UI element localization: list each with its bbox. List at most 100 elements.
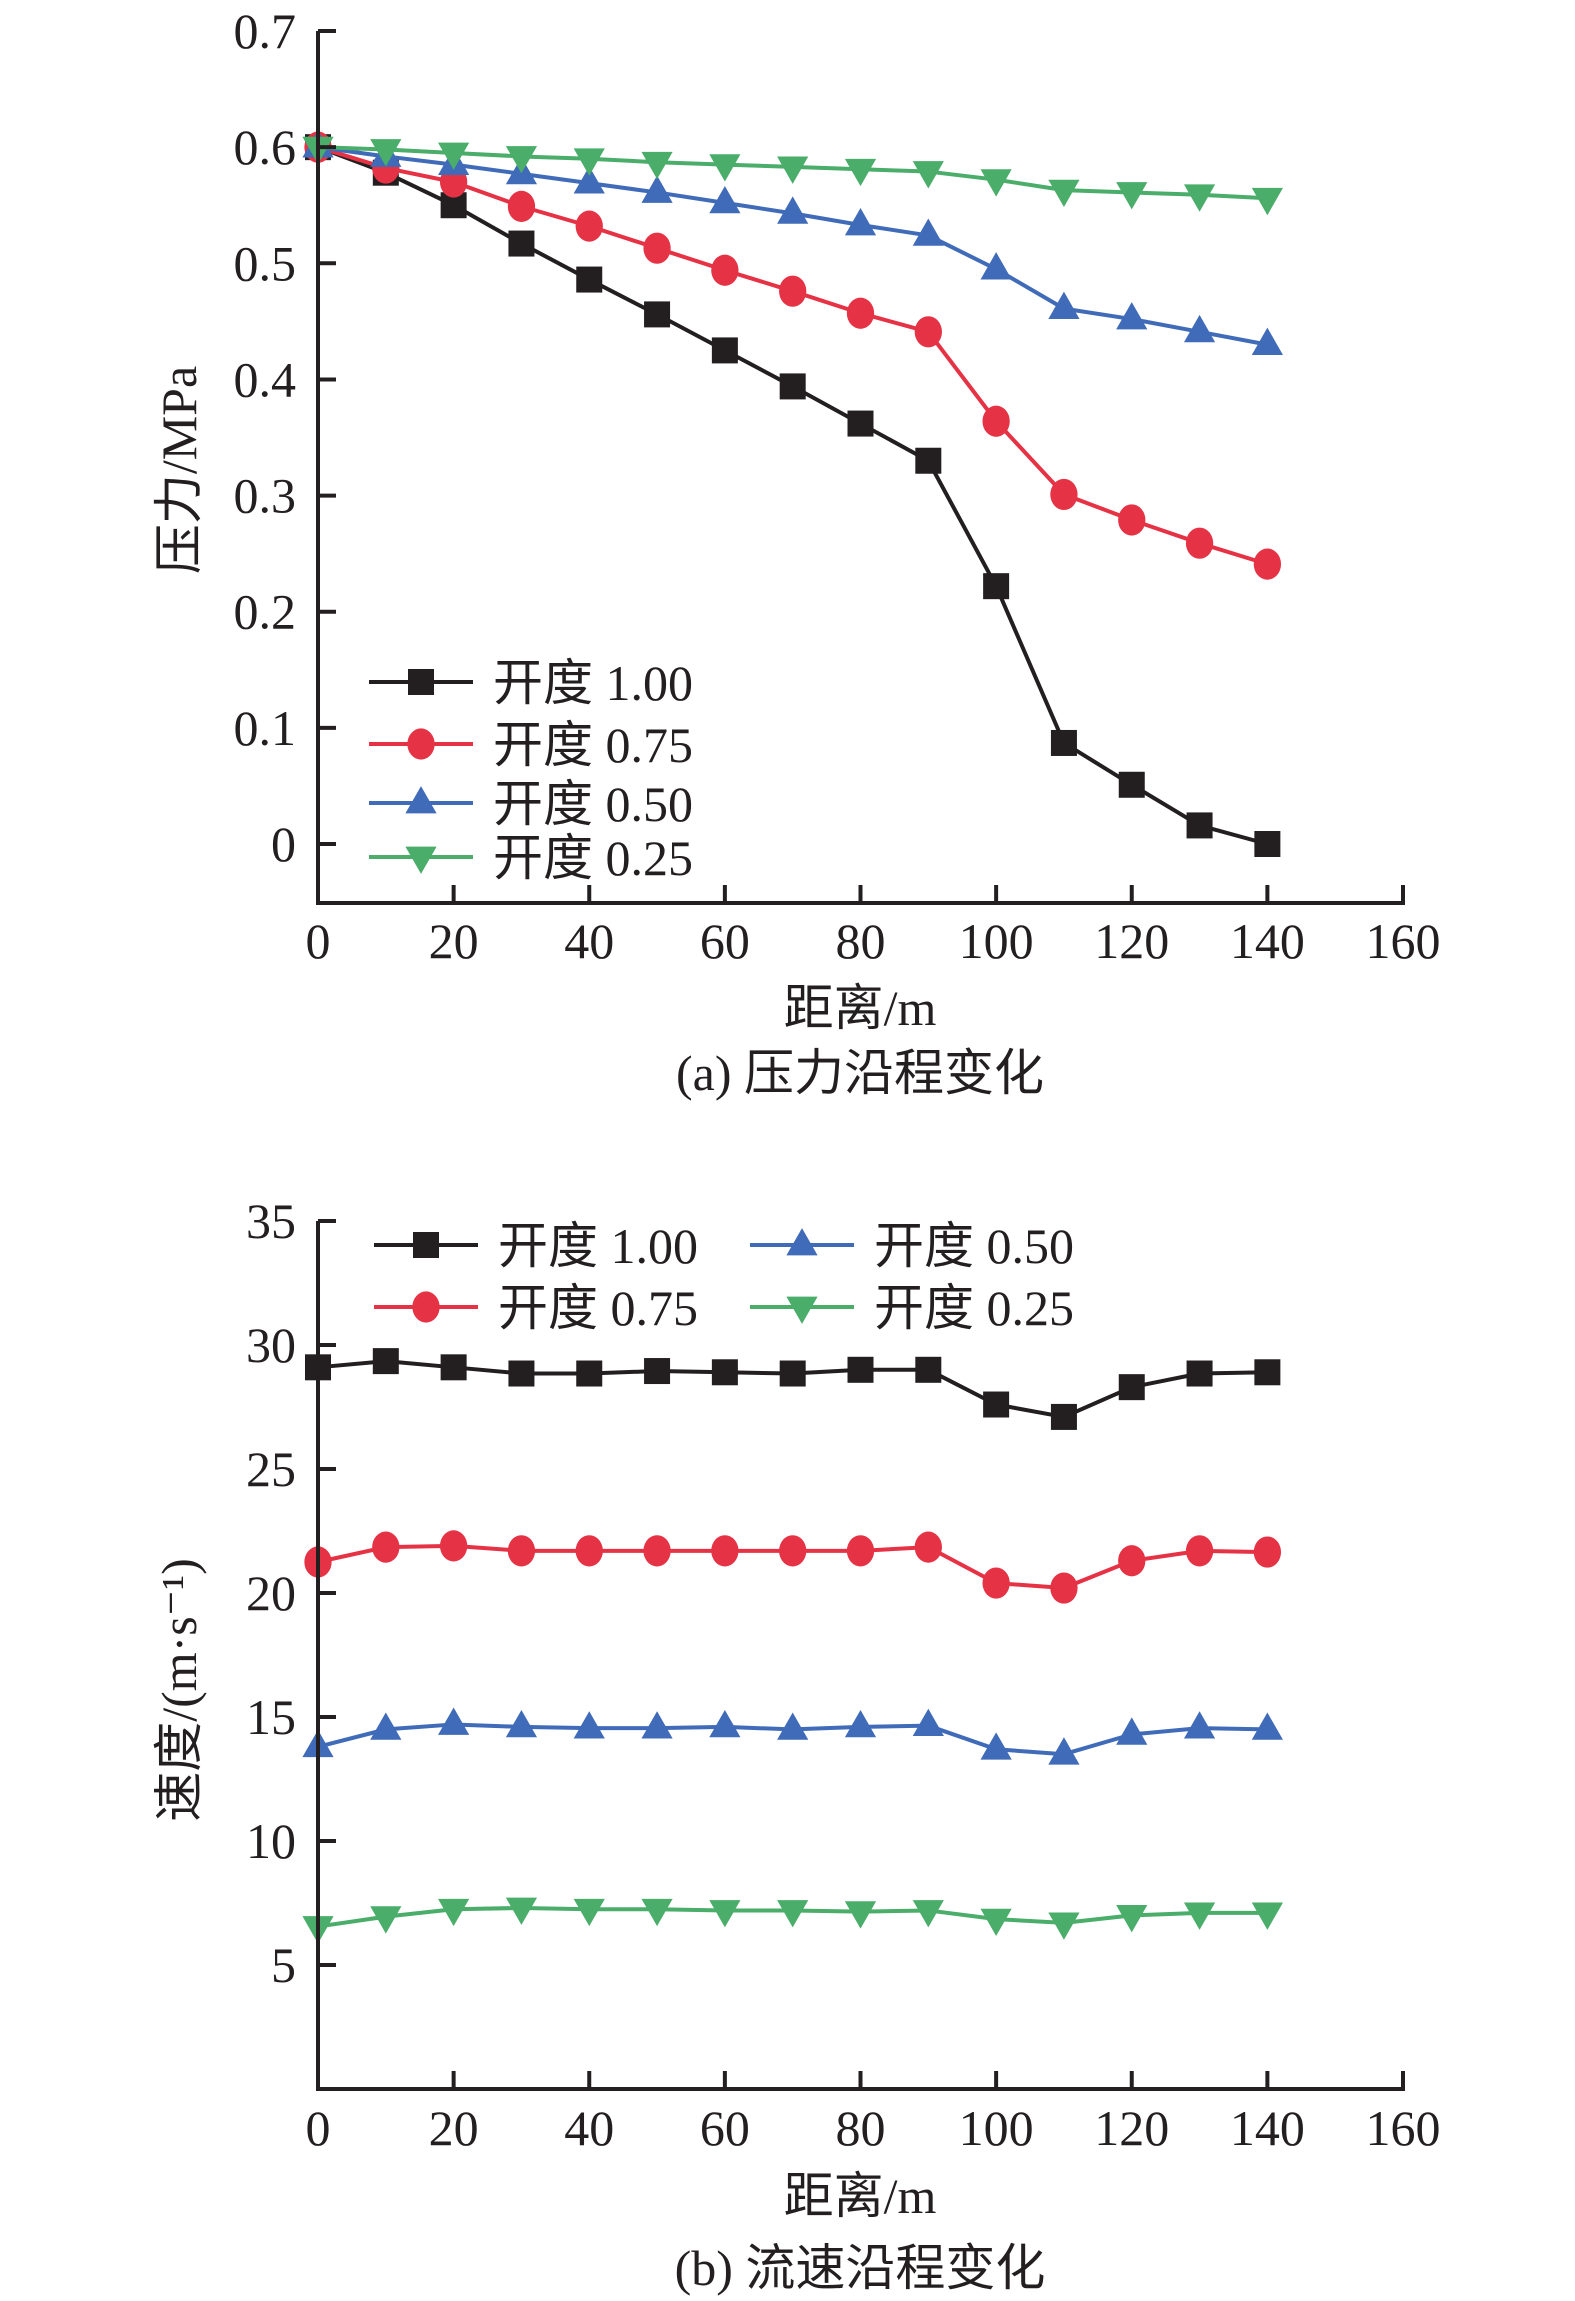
pressure-line-1-00 [317, 145, 1268, 846]
velocity-point [1048, 1737, 1080, 1765]
pressure-legend-marker [408, 669, 434, 695]
velocity-point [1253, 1536, 1282, 1568]
pressure-legend-label: 开度 1.00 [493, 655, 693, 711]
velocity-legend-marker [786, 1228, 818, 1256]
pressure-x-tick-label: 0 [306, 913, 331, 969]
velocity-point [1183, 1902, 1216, 1930]
pressure-point [575, 210, 603, 242]
velocity-axes: 5 10 15 20 25 30 35 0 20 40 60 80 100 120 140 160 [246, 1193, 1441, 2156]
pressure-y-tick-label: 0.6 [234, 119, 297, 175]
velocity-point [505, 1709, 538, 1738]
pressure-point [914, 316, 942, 348]
pressure-legend-label: 开度 0.25 [493, 830, 693, 886]
pressure-point [711, 254, 739, 286]
pressure-x-tick-label: 140 [1230, 913, 1305, 969]
velocity-series-0-25 [302, 1897, 1283, 1944]
pressure-series-0-25 [302, 136, 1283, 216]
velocity-point [709, 1709, 741, 1738]
velocity-legend-marker [413, 1232, 439, 1258]
pressure-point [644, 301, 671, 328]
pressure-point [844, 158, 877, 187]
pressure-point [505, 146, 538, 174]
velocity-x-tick-label: 100 [959, 2100, 1034, 2156]
velocity-legend-label: 开度 0.50 [874, 1218, 1074, 1274]
pressure-legend-marker [405, 846, 437, 874]
velocity-point [370, 1712, 402, 1740]
pressure-point [1183, 184, 1216, 212]
pressure-y-tick-label: 0.5 [234, 235, 297, 291]
pressure-point [847, 410, 874, 437]
velocity-y-tick-label: 35 [246, 1193, 296, 1249]
pressure-point [508, 230, 535, 257]
pressure-x-tick-label: 20 [429, 913, 479, 969]
velocity-point [576, 1360, 603, 1387]
pressure-legend-item: 开度 0.75 [369, 717, 693, 773]
velocity-point [440, 1354, 467, 1381]
velocity-point [1048, 1912, 1080, 1940]
pressure-point [709, 185, 741, 214]
velocity-series-0-50 [302, 1707, 1283, 1765]
pressure-point [1118, 771, 1145, 798]
velocity-point [1116, 1717, 1148, 1745]
pressure-y-tick-label: 0.2 [234, 584, 297, 640]
pressure-series-0-50 [302, 130, 1283, 355]
velocity-point [1050, 1572, 1078, 1604]
pressure-point [573, 148, 605, 176]
pressure-x-tick-label: 100 [959, 913, 1034, 969]
velocity-legend-label: 开度 0.25 [874, 1280, 1074, 1336]
pressure-point [576, 266, 603, 293]
velocity-point [643, 1535, 671, 1567]
velocity-x-axis-title: 距离/m [784, 2168, 937, 2224]
pressure-point [915, 447, 942, 474]
velocity-x-tick-label: 40 [564, 2100, 614, 2156]
velocity-point [847, 1356, 874, 1383]
velocity-y-axis-title: 速度/(m·s⁻¹) [151, 1558, 207, 1822]
velocity-point [573, 1711, 605, 1739]
pressure-point [846, 297, 875, 329]
velocity-point [846, 1535, 875, 1567]
pressure-x-tick-label: 160 [1366, 913, 1441, 969]
pressure-point [370, 139, 402, 167]
velocity-legend-item: 开度 0.25 [750, 1280, 1074, 1336]
velocity-point [983, 1391, 1010, 1418]
velocity-y-tick-label: 15 [246, 1689, 296, 1745]
velocity-point [779, 1535, 807, 1567]
pressure-point [1048, 291, 1080, 319]
pressure-point [1254, 831, 1281, 857]
velocity-legend-marker [412, 1291, 440, 1323]
velocity-point [709, 1900, 741, 1928]
pressure-point [641, 151, 673, 180]
pressure-point [1253, 548, 1282, 580]
velocity-point [779, 1360, 806, 1387]
pressure-point [1050, 729, 1077, 756]
pressure-point [1118, 504, 1146, 536]
pressure-point [779, 275, 807, 307]
pressure-point [709, 154, 741, 182]
pressure-point [982, 405, 1010, 437]
pressure-point [1116, 302, 1148, 330]
velocity-y-tick-label: 25 [246, 1441, 296, 1497]
velocity-legend-marker [786, 1296, 818, 1324]
velocity-x-tick-label: 160 [1366, 2100, 1441, 2156]
velocity-point [508, 1360, 535, 1387]
velocity-series-0-75 [304, 1530, 1282, 1604]
velocity-point [711, 1535, 739, 1567]
velocity-point [912, 1708, 944, 1737]
velocity-x-tick-label: 20 [429, 2100, 479, 2156]
velocity-legend: 开度 1.00 开度 0.75 开度 0.50 开度 0.25 [374, 1218, 1074, 1336]
pressure-point [641, 175, 673, 203]
velocity-point [372, 1348, 399, 1375]
pressure-caption: (a) 压力沿程变化 [676, 1045, 1044, 1101]
pressure-point [507, 190, 536, 222]
velocity-point [777, 1712, 809, 1740]
velocity-point [1254, 1359, 1281, 1386]
velocity-point [507, 1535, 536, 1567]
pressure-point [779, 373, 806, 400]
pressure-point [777, 196, 809, 224]
pressure-y-tick-label: 0.7 [234, 3, 297, 59]
pressure-y-tick-label: 0.4 [234, 351, 297, 407]
pressure-x-tick-label: 60 [700, 913, 750, 969]
pressure-y-axis-title: 压力/MPa [151, 366, 207, 574]
velocity-chart: 5 10 15 20 25 30 35 0 20 40 60 80 100 120 140 160 开度 1.… [151, 1193, 1441, 2296]
velocity-y-tick-label: 30 [246, 1317, 296, 1373]
